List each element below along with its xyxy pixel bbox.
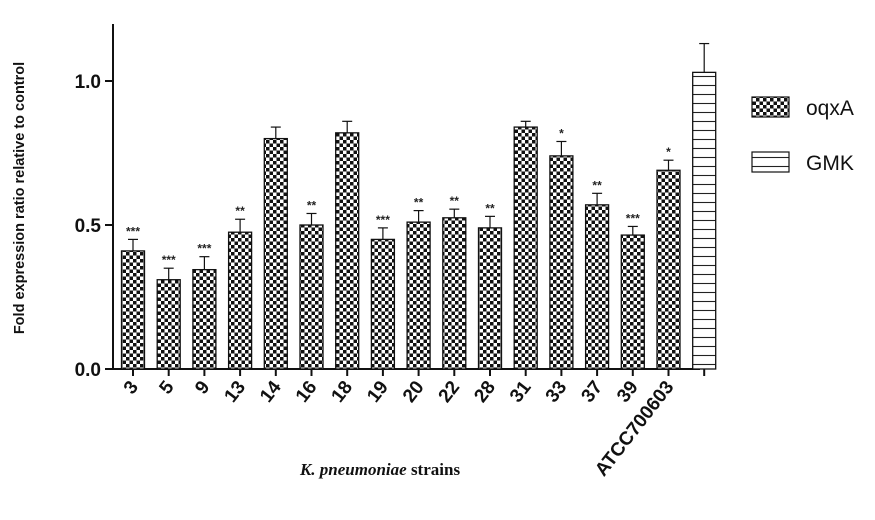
x-tick-label: 3	[120, 377, 143, 398]
x-tick-label: 22	[435, 377, 465, 407]
x-tick-label: 33	[542, 377, 572, 407]
x-tick-label: 37	[577, 377, 607, 407]
x-tick-label: 19	[363, 377, 393, 407]
significance-label: **	[485, 201, 495, 215]
bar-oqxA	[335, 132, 360, 370]
bar-oqxA	[513, 126, 538, 370]
x-axis-label-rest: strains	[407, 460, 461, 479]
y-tick-label: 1.0	[75, 72, 101, 93]
significance-label: **	[414, 196, 424, 210]
bar-oqxA	[549, 155, 574, 370]
bar-oqxA	[406, 221, 431, 370]
bar-oqxA	[263, 137, 288, 370]
bar-oqxA	[370, 238, 396, 370]
bar-oqxA	[156, 279, 181, 370]
bar-oqxA	[120, 250, 146, 370]
legend-swatch-oqxA	[751, 96, 790, 118]
bar-oqxA	[656, 169, 681, 370]
significance-label: **	[450, 194, 460, 208]
bar-oqxA	[477, 227, 503, 370]
significance-label: **	[235, 204, 245, 218]
x-tick-label: 18	[328, 377, 358, 407]
significance-label: ***	[376, 213, 390, 227]
x-tick-label: 31	[506, 377, 536, 407]
bar-oqxA	[299, 224, 324, 370]
x-tick-label: 14	[256, 377, 286, 407]
y-axis-label: Fold expression ratio relative to contro…	[12, 62, 28, 334]
significance-label: ***	[197, 242, 211, 256]
significance-label: *	[666, 145, 671, 159]
x-tick-label: 9	[191, 377, 214, 398]
x-tick-label: 20	[399, 377, 429, 407]
y-tick-label: 0.5	[75, 216, 102, 237]
legend: oqxA GMK	[751, 96, 854, 175]
x-axis-label: K. pneumoniae strains	[299, 460, 461, 479]
bar-oqxA	[227, 231, 253, 370]
legend-label-GMK: GMK	[806, 152, 854, 175]
bar-oqxA	[620, 234, 645, 370]
x-tick-label: 16	[292, 377, 322, 407]
legend-swatch-GMK	[751, 151, 790, 173]
x-axis-label-italic: K. pneumoniae	[299, 460, 407, 479]
significance-label: ***	[126, 224, 140, 238]
x-tick-label: 39	[613, 377, 643, 407]
y-tick-label: 0.0	[75, 360, 101, 381]
bar-GMK	[692, 71, 717, 370]
y-axis: 0.0 0.5 1.0	[75, 24, 114, 381]
x-tick-label: 5	[156, 377, 179, 399]
bar-oqxA	[192, 268, 217, 370]
significance-label: **	[307, 198, 317, 212]
significance-label: ***	[626, 211, 640, 225]
x-tick-label: 28	[470, 377, 500, 407]
bars-group: *********** ******* ***********	[120, 42, 717, 370]
bar-oqxA	[442, 217, 467, 370]
significance-label: **	[592, 178, 602, 192]
x-tick-label: 13	[220, 377, 250, 407]
significance-label: *	[559, 126, 564, 140]
bar-oqxA	[584, 204, 610, 370]
legend-label-oqxA: oqxA	[806, 97, 854, 120]
significance-label: ***	[162, 253, 176, 267]
